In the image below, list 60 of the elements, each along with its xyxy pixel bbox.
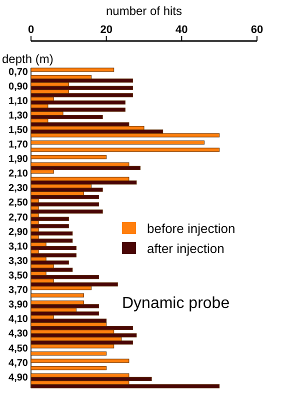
- y-tick-label: 2,70: [8, 212, 28, 224]
- bar: [30, 231, 73, 236]
- bar: [30, 384, 220, 388]
- bar: [30, 148, 220, 152]
- bar: [30, 304, 100, 308]
- y-tick-label: 1,50: [8, 124, 28, 136]
- bar: [30, 202, 100, 206]
- x-tick-label: 0: [28, 24, 34, 36]
- y-tick-label: 4,50: [8, 343, 28, 354]
- bar: [30, 268, 73, 272]
- legend-label: before injection: [147, 221, 236, 236]
- y-tick-label: 3,10: [8, 241, 28, 252]
- y-tick-label: 4,90: [8, 372, 28, 384]
- bar: [30, 352, 107, 356]
- annotation: Dynamic probe: [122, 295, 230, 312]
- y-tick-label: 1,90: [8, 154, 28, 166]
- y-tick-label: 2,90: [8, 226, 28, 238]
- y-tick-label: 3,30: [8, 256, 28, 267]
- y-tick-label: 3,90: [8, 300, 28, 311]
- y-tick-label: 1,30: [8, 110, 28, 122]
- bar: [30, 318, 107, 323]
- y-tick-label: 3,50: [8, 270, 28, 282]
- bar: [30, 253, 76, 258]
- bar: [30, 311, 100, 316]
- bar: [30, 133, 220, 138]
- bar: [30, 68, 114, 72]
- y-tick-label: 4,30: [8, 328, 28, 340]
- bar: [30, 358, 130, 363]
- bar: [30, 224, 69, 228]
- bar: [30, 282, 118, 286]
- y-tick-label: 4,70: [8, 358, 28, 369]
- bar: [30, 114, 103, 120]
- y-tick-label: 1,70: [8, 140, 28, 151]
- x-tick-label: 20: [100, 24, 112, 36]
- bar: [30, 366, 107, 370]
- y-tick-label: 4,10: [8, 314, 28, 326]
- bar: [30, 108, 126, 112]
- bar: [30, 210, 103, 214]
- y-axis-title: depth (m): [2, 52, 54, 66]
- x-tick-label: 40: [176, 24, 188, 36]
- x-axis-title: number of hits: [106, 4, 182, 18]
- y-tick-label: 3,70: [8, 285, 28, 296]
- y-tick-label: 2,30: [8, 183, 28, 194]
- bar: [30, 86, 133, 90]
- bar: [30, 238, 73, 243]
- bar: [30, 293, 84, 298]
- legend-label: after injection: [147, 241, 224, 256]
- bar: [30, 93, 133, 98]
- y-tick-label: 2,10: [8, 168, 28, 180]
- y-tick-label: 2,50: [8, 198, 28, 209]
- bar: [30, 216, 69, 221]
- bar: [30, 155, 107, 160]
- y-tick-label: 0,70: [8, 66, 28, 78]
- x-tick-label: 60: [250, 24, 264, 36]
- bar: [30, 246, 76, 250]
- bar: [30, 140, 205, 145]
- bar: [30, 100, 126, 104]
- bar: [30, 275, 100, 280]
- y-tick-label: 1,10: [8, 96, 28, 107]
- y-tick-label: 0,90: [8, 81, 28, 92]
